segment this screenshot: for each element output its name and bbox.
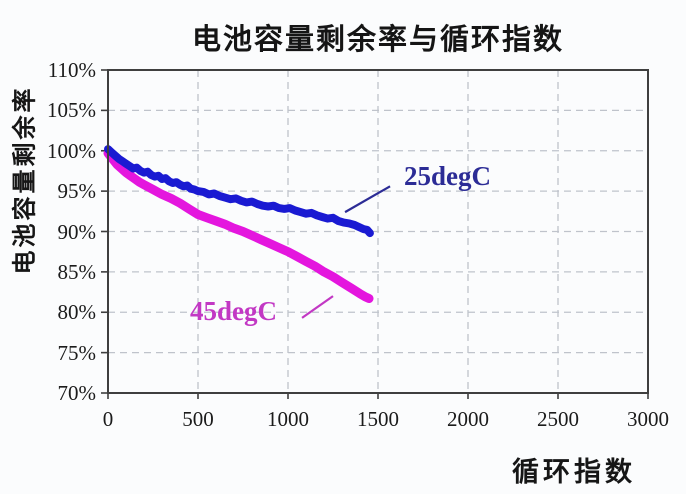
x-tick-label: 1500	[357, 407, 399, 431]
x-tick-label: 500	[182, 407, 214, 431]
chart-title: 电池容量剩余率与循环指数	[191, 24, 564, 56]
x-tick-label: 1000	[267, 407, 309, 431]
x-axis-title: 循环指数	[512, 457, 636, 487]
y-tick-label: 110%	[47, 58, 96, 82]
x-tick-label: 0	[102, 407, 114, 431]
plot-area	[101, 69, 649, 399]
series-label-45degc: 45degC	[190, 296, 277, 326]
y-tick-label: 75%	[57, 340, 97, 365]
leader-line-25degc	[344, 185, 391, 214]
y-tick-label: 100%	[47, 138, 96, 163]
x-tick-label: 3000	[627, 407, 669, 431]
x-tick-label: 2500	[537, 407, 579, 431]
y-tick-label: 85%	[57, 259, 97, 284]
leader-line-45degc	[301, 295, 334, 319]
y-tick-label: 80%	[57, 300, 97, 325]
plot-frame	[107, 69, 649, 394]
x-tick-label: 2000	[447, 407, 489, 431]
y-tick-label: 105%	[47, 98, 96, 123]
y-tick-label: 90%	[57, 219, 97, 244]
y-tick-label: 70%	[57, 381, 97, 405]
series-curve-45degc	[103, 148, 374, 303]
series-label-25degc: 25degC	[404, 161, 491, 191]
series-curve-25degc	[104, 145, 374, 238]
y-tick-label: 95%	[57, 179, 97, 204]
